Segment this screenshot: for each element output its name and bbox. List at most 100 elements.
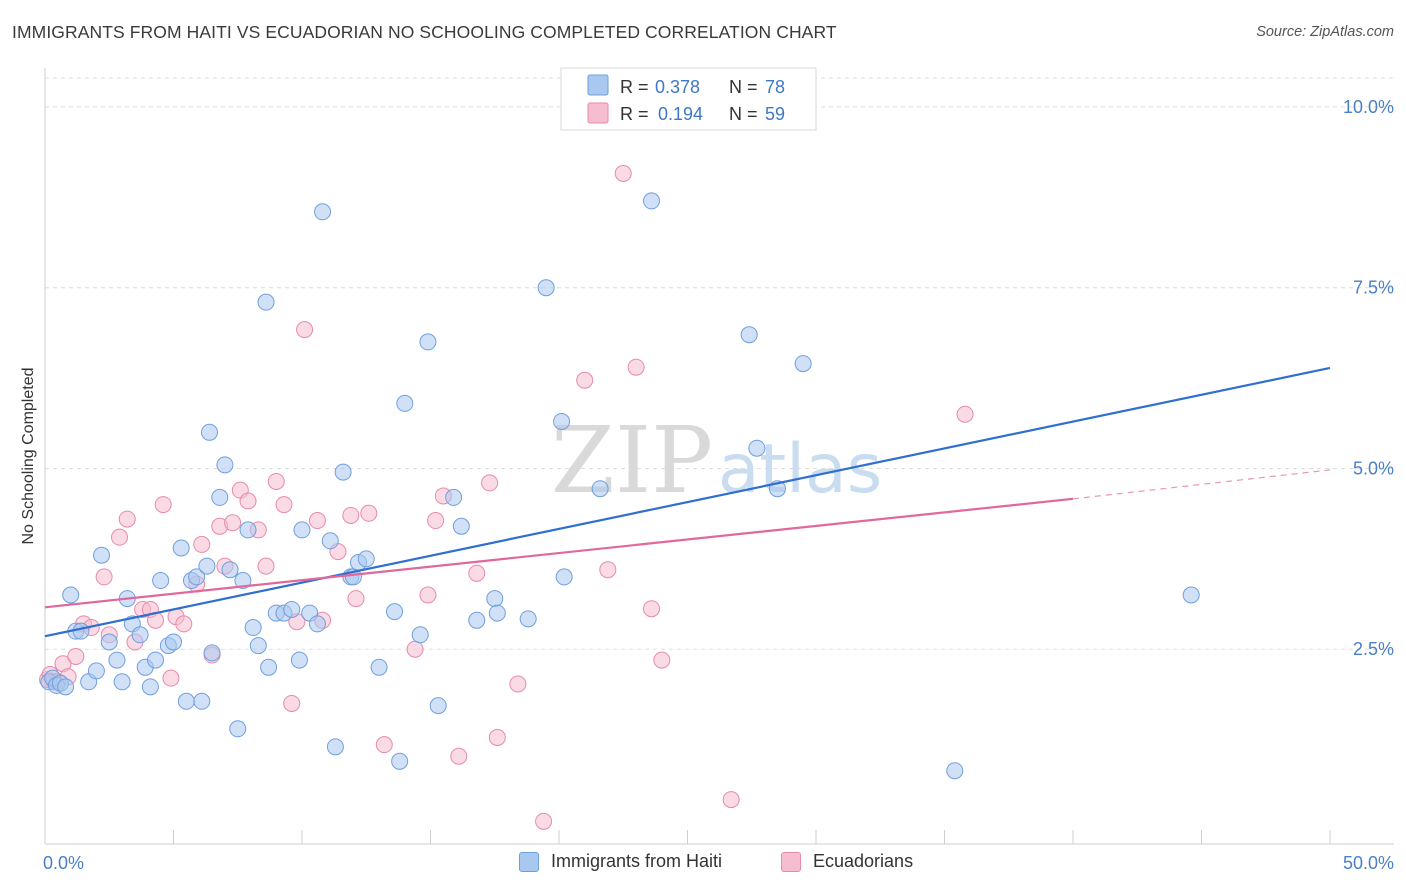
point-haiti [108,651,126,669]
point-haiti [326,738,344,756]
chart-title: IMMIGRANTS FROM HAITI VS ECUADORIAN NO S… [12,22,837,42]
point-ecuadorians [627,358,645,376]
point-haiti [555,568,573,586]
point-haiti [386,603,404,621]
point-haiti [290,651,308,669]
y-axis-label: No Schooling Completed [20,368,37,545]
point-haiti [468,611,486,629]
point-haiti [239,521,257,539]
point-haiti [370,658,388,676]
point-ecuadorians [308,512,326,530]
point-haiti [141,678,159,696]
point-ecuadorians [488,728,506,746]
point-ecuadorians [118,510,136,528]
point-ecuadorians [162,669,180,687]
point-haiti [429,697,447,715]
point-ecuadorians [257,557,275,575]
point-haiti [396,394,414,412]
point-ecuadorians [267,472,285,490]
point-haiti [221,561,239,579]
point-haiti [946,762,964,780]
point-ecuadorians [342,506,360,524]
point-ecuadorians [643,600,661,618]
point-haiti [293,521,311,539]
point-ecuadorians [111,528,129,546]
point-haiti [62,586,80,604]
point-ecuadorians [283,694,301,712]
point-haiti [152,572,170,590]
legend-item-ecuadorians[interactable]: Ecuadorians [781,851,913,872]
legend-n-value-blue: 78 [765,77,785,97]
legend-n-value-pink: 59 [765,104,785,124]
legend-swatch-blue [587,74,609,96]
legend-n-label-blue: N = [729,77,758,97]
point-haiti [260,658,278,676]
point-ecuadorians [67,647,85,665]
point-haiti [357,550,375,568]
point-haiti [193,692,211,710]
point-ecuadorians [193,535,211,553]
point-ecuadorians [347,590,365,608]
point-haiti [283,600,301,618]
point-ecuadorians [175,615,193,633]
legend-label-ecuadorians: Ecuadorians [813,851,914,871]
watermark-zip: ZIP [551,407,713,514]
y-tick-label: 5.0% [1353,458,1394,478]
bottom-legend: Immigrants from Haiti Ecuadorians [0,851,1406,877]
point-haiti [57,678,75,696]
watermark-atlas: atlas [718,430,882,509]
point-haiti [198,557,216,575]
grid-lines [45,77,1394,650]
point-ecuadorians [535,812,553,830]
point-haiti [200,423,218,441]
y-tick-label: 10.0% [1343,97,1394,117]
legend-r-value-blue: 0.378 [655,77,700,97]
legend-r-value-pink: 0.194 [658,104,703,124]
point-haiti [794,355,812,373]
legend-r-label-blue: R = [620,77,649,97]
point-haiti [229,720,247,738]
point-ecuadorians [450,747,468,765]
point-haiti [211,488,229,506]
point-haiti [72,622,90,640]
tick-labels: 2.5% 5.0% 7.5% 10.0% 0.0% 50.0% [43,97,1394,873]
legend-n-label-pink: N = [729,104,758,124]
point-haiti [308,615,326,633]
point-haiti [740,326,758,344]
y-tick-label: 7.5% [1353,278,1394,298]
legend-swatch-pink [587,102,609,124]
point-ecuadorians [360,504,378,522]
point-haiti [537,279,555,297]
point-haiti [244,619,262,637]
point-haiti [216,456,234,474]
point-ecuadorians [956,405,974,423]
point-haiti [100,633,118,651]
point-haiti [131,626,149,644]
point-ecuadorians [653,651,671,669]
point-haiti [314,203,332,221]
point-haiti [1182,586,1200,604]
point-haiti [147,651,165,669]
point-ecuadorians [419,586,437,604]
point-ecuadorians [468,564,486,582]
point-haiti [748,439,766,457]
point-haiti [93,546,111,564]
point-ecuadorians [296,321,314,339]
legend-swatch-haiti [519,851,539,872]
point-haiti [177,692,195,710]
point-haiti [411,626,429,644]
point-haiti [249,637,267,655]
point-ecuadorians [427,512,445,530]
point-haiti [445,488,463,506]
source-label: Source: ZipAtlas.com [1256,24,1394,40]
point-ecuadorians [614,164,632,182]
point-haiti [391,752,409,770]
legend-item-haiti[interactable]: Immigrants from Haiti [519,851,722,872]
point-haiti [321,532,339,550]
point-ecuadorians [95,568,113,586]
point-ecuadorians [722,791,740,809]
point-ecuadorians [239,492,257,510]
point-haiti [188,568,206,586]
point-haiti [591,480,609,498]
